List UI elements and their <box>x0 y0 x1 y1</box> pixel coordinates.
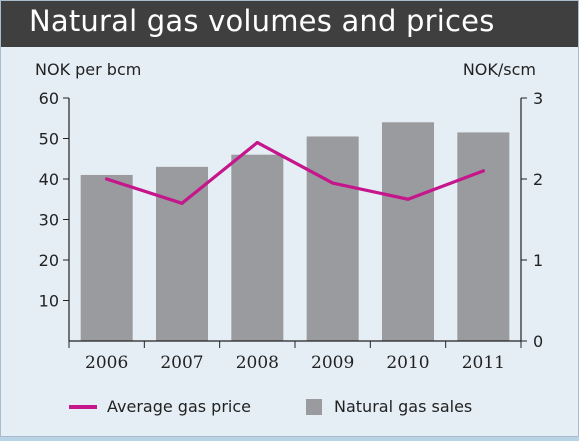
average-gas-price-line <box>105 140 485 205</box>
bar-2010 <box>382 122 434 341</box>
left-tick-label: 20 <box>39 251 59 270</box>
x-tick-label-2009: 2009 <box>311 353 354 373</box>
price-point-2008 <box>255 140 259 145</box>
left-tick-label: 50 <box>39 130 59 149</box>
right-tick-label: 2 <box>533 170 543 189</box>
legend-line-swatch <box>69 404 97 409</box>
left-axis-unit-label: NOK per bcm <box>35 60 142 79</box>
price-point-2009 <box>331 181 335 185</box>
legend-label-average-gas-price: Average gas price <box>107 397 251 416</box>
x-tick-label-2010: 2010 <box>386 353 429 373</box>
chart-plot: 10 20 30 40 50 60 0 1 2 3 2006 2007 2008 2009 2010 2011 <box>39 89 544 373</box>
right-tick-label: 3 <box>533 89 543 108</box>
right-tick-label: 1 <box>533 251 543 270</box>
left-tick-label: 40 <box>39 170 59 189</box>
legend-item-average-gas-price: Average gas price <box>69 397 251 416</box>
price-point-2007 <box>180 201 184 205</box>
price-point-2011 <box>481 169 485 173</box>
x-tick-label-2008: 2008 <box>236 353 279 373</box>
right-axis-unit-label: NOK/scm <box>462 60 536 79</box>
left-tick-label: 60 <box>39 89 59 108</box>
left-tick-label: 30 <box>39 211 59 230</box>
x-tick-label-2006: 2006 <box>85 353 128 373</box>
chart-title: Natural gas volumes and prices <box>29 4 495 38</box>
title-bar: Natural gas volumes and prices <box>1 1 578 47</box>
left-tick-label: 10 <box>39 292 59 311</box>
legend: Average gas price Natural gas sales <box>1 397 578 423</box>
x-tick-label-2011: 2011 <box>462 353 505 373</box>
bar-2009 <box>306 136 359 341</box>
x-tick-label-2007: 2007 <box>160 353 203 373</box>
bar-2007 <box>156 166 208 341</box>
legend-label-natural-gas-sales: Natural gas sales <box>334 397 473 416</box>
right-tick-label: 0 <box>533 332 543 351</box>
bar-2011 <box>457 132 510 341</box>
bar-2008 <box>231 154 284 341</box>
legend-item-natural-gas-sales: Natural gas sales <box>306 397 472 416</box>
legend-bar-swatch <box>306 398 322 415</box>
price-point-2010 <box>406 197 410 201</box>
bar-2006 <box>80 174 133 341</box>
price-point-2006 <box>105 177 109 181</box>
